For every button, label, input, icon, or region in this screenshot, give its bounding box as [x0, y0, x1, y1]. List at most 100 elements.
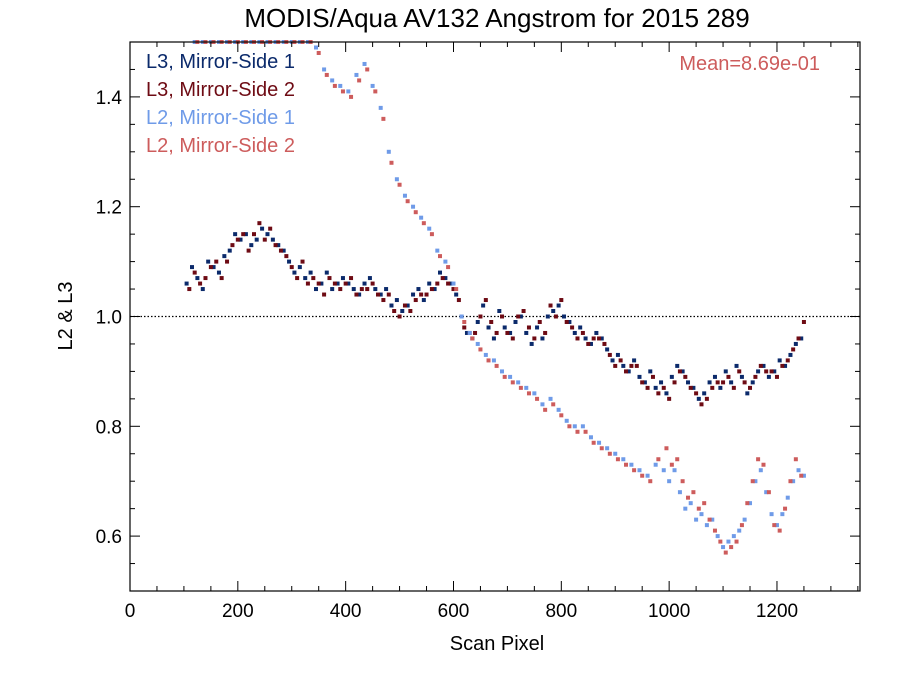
data-point: [801, 319, 806, 324]
plot-area: [129, 40, 861, 592]
data-point: [718, 385, 723, 390]
data-point: [378, 105, 383, 110]
legend-entry-l3-ms1: L3, Mirror-Side 1: [146, 51, 295, 73]
data-point: [672, 380, 677, 385]
data-point: [521, 309, 526, 314]
data-point: [413, 298, 418, 303]
data-point: [661, 385, 666, 390]
data-point: [710, 517, 715, 522]
data-point: [723, 369, 728, 374]
data-point: [626, 369, 631, 374]
data-point: [343, 281, 348, 286]
legend: L3, Mirror-Side 1 L3, Mirror-Side 2 L2, …: [146, 51, 295, 157]
y-tick-label: 0.8: [96, 417, 122, 438]
data-point: [370, 281, 375, 286]
data-point: [793, 457, 798, 462]
data-point: [661, 468, 666, 473]
data-point: [394, 177, 399, 182]
data-point: [758, 363, 763, 368]
data-point: [238, 237, 243, 242]
data-point: [774, 374, 779, 379]
data-point: [737, 528, 742, 533]
data-point: [532, 336, 537, 341]
data-point: [270, 237, 275, 242]
data-point: [723, 550, 728, 555]
data-point: [346, 89, 351, 94]
data-point: [742, 517, 747, 522]
data-point: [446, 265, 451, 270]
data-point: [648, 479, 653, 484]
data-point: [411, 292, 416, 297]
data-point: [459, 314, 464, 319]
data-point: [214, 259, 219, 264]
data-point: [435, 281, 440, 286]
data-point: [793, 341, 798, 346]
data-point: [710, 385, 715, 390]
data-point: [357, 78, 362, 83]
data-point: [621, 363, 626, 368]
data-point: [483, 352, 488, 357]
data-point: [648, 369, 653, 374]
data-point: [583, 336, 588, 341]
data-point: [354, 72, 359, 77]
data-point: [478, 347, 483, 352]
data-point: [634, 363, 639, 368]
data-point: [411, 204, 416, 209]
data-point: [796, 468, 801, 473]
data-point: [583, 429, 588, 434]
data-point: [586, 341, 591, 346]
data-point: [553, 314, 558, 319]
data-point: [607, 352, 612, 357]
data-point: [559, 298, 564, 303]
data-point: [384, 287, 389, 292]
data-point: [580, 330, 585, 335]
data-point: [429, 232, 434, 237]
data-point: [610, 358, 615, 363]
data-point: [532, 391, 537, 396]
data-point: [516, 314, 521, 319]
data-point: [324, 72, 329, 77]
data-point: [556, 303, 561, 308]
data-point: [799, 473, 804, 478]
data-point: [332, 281, 337, 286]
data-point: [737, 369, 742, 374]
data-point: [513, 319, 518, 324]
data-point: [516, 380, 521, 385]
legend-entry-l2-ms2: L2, Mirror-Side 2: [146, 135, 295, 157]
data-point: [332, 83, 337, 88]
data-point: [721, 545, 726, 550]
data-point: [394, 298, 399, 303]
data-point: [494, 330, 499, 335]
data-point: [796, 336, 801, 341]
data-point: [262, 237, 267, 242]
data-point: [629, 462, 634, 467]
data-point: [330, 287, 335, 292]
data-point: [564, 418, 569, 423]
data-point: [575, 429, 580, 434]
data-point: [402, 303, 407, 308]
data-point: [438, 270, 443, 275]
data-point: [777, 358, 782, 363]
data-point: [704, 523, 709, 528]
data-point: [362, 61, 367, 66]
data-point: [470, 336, 475, 341]
data-point: [748, 501, 753, 506]
data-point: [508, 374, 513, 379]
data-point: [246, 248, 251, 253]
data-point: [443, 259, 448, 264]
data-point: [677, 490, 682, 495]
data-point: [419, 292, 424, 297]
data-point: [753, 479, 758, 484]
data-point: [192, 270, 197, 275]
data-point: [694, 391, 699, 396]
data-point: [667, 479, 672, 484]
data-point: [540, 336, 545, 341]
data-point: [526, 325, 531, 330]
data-point: [497, 309, 502, 314]
data-point: [200, 287, 205, 292]
legend-entry-l2-ms1: L2, Mirror-Side 1: [146, 107, 295, 129]
data-point: [548, 396, 553, 401]
data-point: [324, 270, 329, 275]
data-point: [187, 287, 192, 292]
data-point: [351, 287, 356, 292]
